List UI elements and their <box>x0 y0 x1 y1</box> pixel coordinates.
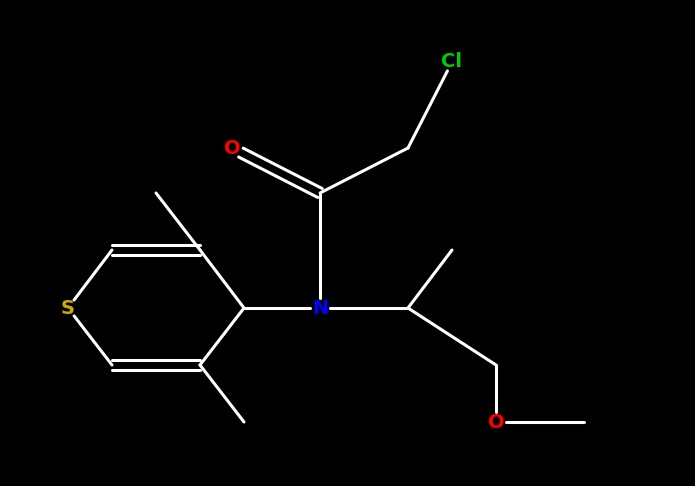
Text: N: N <box>312 298 328 317</box>
Text: O: O <box>488 413 505 432</box>
Text: Cl: Cl <box>441 52 462 71</box>
Text: O: O <box>224 139 240 157</box>
Text: S: S <box>61 298 75 317</box>
